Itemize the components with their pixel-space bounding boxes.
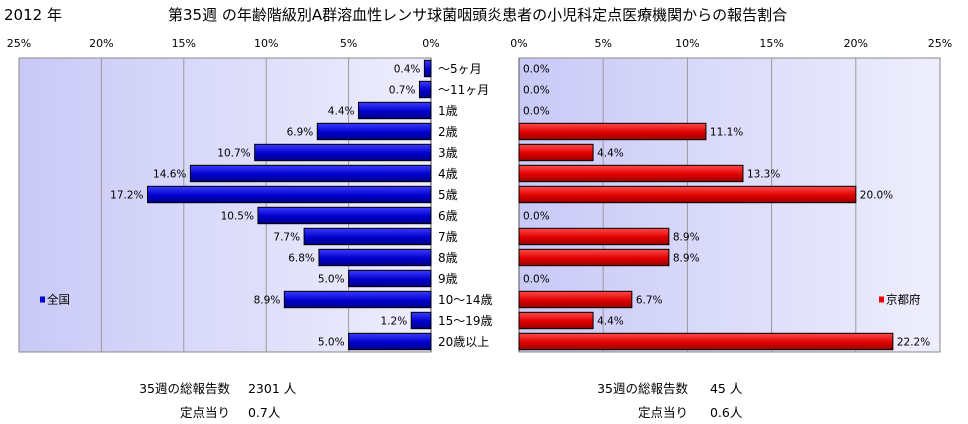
category-label: 10～14歳	[438, 293, 493, 307]
kyoto-data-label: 11.1%	[710, 127, 743, 139]
national-data-label: 7.7%	[273, 232, 300, 244]
national-data-label: 14.6%	[153, 169, 186, 181]
national-bar	[189, 164, 432, 183]
kyoto-per-value: 0.6人	[709, 405, 743, 420]
national-data-label: 0.7%	[389, 85, 416, 97]
national-bar	[316, 122, 432, 141]
left-tick-label: 15%	[172, 37, 196, 50]
kyoto-bar	[518, 227, 670, 246]
national-bar	[348, 269, 432, 288]
category-label: 6歳	[438, 209, 458, 223]
category-label: 8歳	[438, 251, 458, 265]
national-bar	[410, 311, 432, 330]
national-data-label: 10.5%	[221, 211, 254, 223]
left-tick-label: 25%	[7, 37, 31, 50]
category-label: 20歳以上	[438, 335, 489, 349]
kyoto-data-label: 0.0%	[523, 274, 550, 286]
kyoto-data-label: 0.0%	[523, 211, 550, 223]
kyoto-data-label: 0.0%	[523, 106, 550, 118]
national-bar	[423, 59, 432, 78]
national-data-label: 5.0%	[318, 337, 345, 349]
kyoto-data-label: 4.4%	[597, 148, 624, 160]
national-bar	[254, 143, 432, 162]
national-total-row: 35週の総報告数 2301 人	[112, 378, 296, 397]
legend-swatch-national	[40, 296, 45, 303]
kyoto-per-label: 定点当り	[637, 405, 688, 420]
category-label: 9歳	[438, 272, 458, 286]
right-tick-label: 5%	[594, 37, 611, 50]
legend-label-kyoto: 京都府	[886, 293, 921, 307]
kyoto-data-label: 6.7%	[636, 295, 663, 307]
kyoto-bar	[518, 311, 594, 330]
national-data-label: 0.4%	[394, 64, 421, 76]
national-bar	[283, 290, 432, 309]
chart-year: 2012 年	[4, 6, 62, 24]
kyoto-data-label: 8.9%	[673, 253, 700, 265]
kyoto-total-label: 35週の総報告数	[597, 381, 688, 396]
kyoto-bar	[518, 122, 707, 141]
national-data-label: 8.9%	[254, 295, 281, 307]
right-tick-label: 15%	[759, 37, 783, 50]
kyoto-bar	[518, 248, 670, 267]
kyoto-data-label: 20.0%	[860, 190, 893, 202]
national-bar	[147, 185, 432, 204]
category-label: 3歳	[438, 146, 458, 160]
kyoto-data-label: 22.2%	[897, 337, 930, 349]
category-label: 7歳	[438, 230, 458, 244]
national-data-label: 4.4%	[328, 106, 355, 118]
national-per-label: 定点当り	[179, 405, 230, 420]
category-label: 15～19歳	[438, 314, 493, 328]
kyoto-data-label: 0.0%	[523, 64, 550, 76]
kyoto-bar	[518, 143, 594, 162]
national-data-label: 17.2%	[110, 190, 143, 202]
national-data-label: 6.9%	[287, 127, 314, 139]
left-tick-label: 10%	[254, 37, 278, 50]
right-tick-label: 0%	[510, 37, 527, 50]
national-bar	[318, 248, 432, 267]
right-tick-label: 10%	[675, 37, 699, 50]
kyoto-data-label: 13.3%	[747, 169, 780, 181]
national-total-label: 35週の総報告数	[139, 381, 230, 396]
category-label: ～5ヶ月	[438, 62, 482, 76]
left-tick-label: 0%	[422, 37, 439, 50]
national-bar	[303, 227, 432, 246]
national-data-label: 6.8%	[288, 253, 315, 265]
right-tick-label: 25%	[928, 37, 952, 50]
kyoto-data-label: 8.9%	[673, 232, 700, 244]
national-data-label: 5.0%	[318, 274, 345, 286]
national-data-label: 10.7%	[217, 148, 250, 160]
national-per-row: 定点当り 0.7人	[112, 402, 280, 421]
kyoto-bar	[518, 164, 744, 183]
legend-label-national: 全国	[47, 293, 70, 307]
right-tick-label: 20%	[844, 37, 868, 50]
kyoto-bar	[518, 332, 894, 351]
national-bar	[357, 101, 432, 120]
kyoto-total-value: 45 人	[709, 381, 743, 396]
kyoto-total-row: 35週の総報告数 45 人	[576, 378, 742, 397]
kyoto-bar	[518, 185, 857, 204]
left-tick-label: 5%	[340, 37, 357, 50]
national-bar	[418, 80, 432, 99]
kyoto-per-row: 定点当り 0.6人	[576, 402, 742, 421]
national-per-value: 0.7人	[247, 405, 281, 420]
category-label: 2歳	[438, 125, 458, 139]
kyoto-data-label: 4.4%	[597, 316, 624, 328]
left-tick-label: 20%	[89, 37, 113, 50]
national-data-label: 1.2%	[381, 316, 408, 328]
category-label: 4歳	[438, 167, 458, 181]
national-bar	[348, 332, 432, 351]
category-label: ～11ヶ月	[438, 83, 489, 97]
category-label: 5歳	[438, 188, 458, 202]
legend-swatch-kyoto	[879, 296, 884, 303]
national-total-value: 2301 人	[247, 381, 297, 396]
national-bar	[257, 206, 432, 225]
kyoto-data-label: 0.0%	[523, 85, 550, 97]
category-label: 1歳	[438, 104, 458, 118]
kyoto-bar	[518, 290, 633, 309]
chart-title: 第35週 の年齢階級別A群溶血性レンサ球菌咽頭炎患者の小児科定点医療機関からの報…	[168, 6, 788, 24]
